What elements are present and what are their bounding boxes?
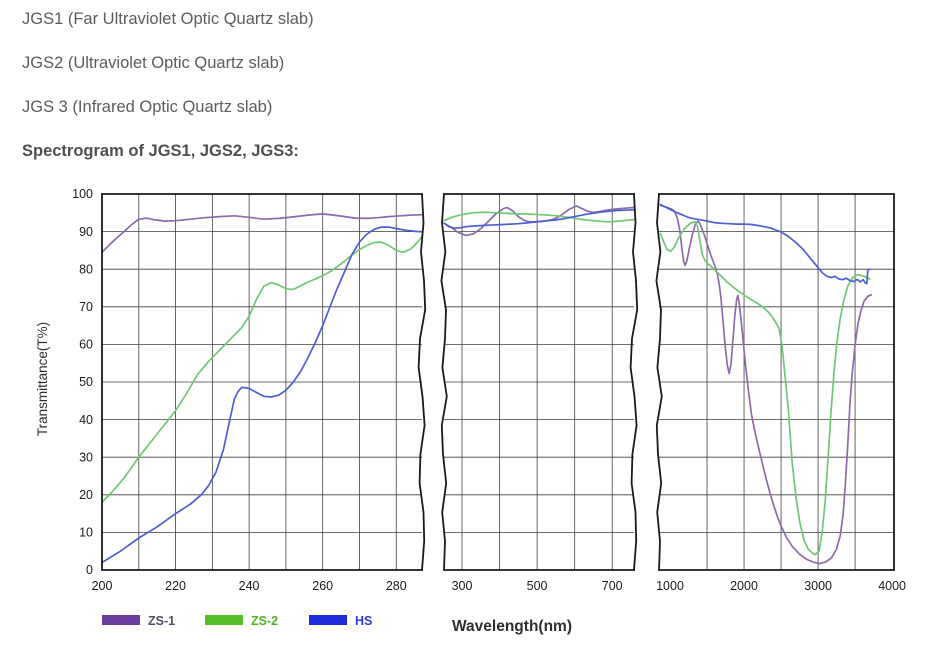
spectrogram-heading: Spectrogram of JGS1, JGS2, JGS3: bbox=[22, 142, 299, 160]
panel-grid bbox=[444, 194, 634, 570]
axis-break-left-edge bbox=[655, 193, 663, 571]
x-axis-tick-label: 220 bbox=[165, 579, 186, 593]
x-axis-tick-label: 700 bbox=[602, 579, 623, 593]
y-axis-tick-label: 10 bbox=[79, 526, 93, 540]
series-line-hs bbox=[659, 203, 871, 285]
spectrogram-figure: 200 220 240 260 280 300 500 700 1000 2000 3000 4000… bbox=[22, 174, 952, 648]
panel-2: 300 500 700 bbox=[440, 193, 639, 593]
x-axis-tick-label: 4000 bbox=[878, 579, 906, 593]
axis-break-left-edge bbox=[440, 193, 448, 571]
legend-swatch-zs-1 bbox=[102, 615, 140, 625]
y-axis-tick-label: 20 bbox=[79, 488, 93, 502]
y-axis-tick-label: 0 bbox=[86, 563, 93, 577]
y-axis-tick-label: 40 bbox=[79, 413, 93, 427]
legend-label-hs: HS bbox=[355, 614, 372, 628]
x-axis-tick-label: 200 bbox=[92, 579, 113, 593]
series-line-zs-1 bbox=[659, 204, 873, 565]
panel-border bbox=[101, 193, 427, 571]
x-axis-tick-label: 280 bbox=[386, 579, 407, 593]
x-axis-tick-label: 300 bbox=[452, 579, 473, 593]
x-axis-tick-label: 3000 bbox=[804, 579, 832, 593]
series-line-hs bbox=[101, 226, 423, 564]
y-axis-title: Transmittance(T%) bbox=[35, 322, 50, 436]
series-line-zs-2 bbox=[659, 220, 871, 556]
x-axis-tick-label: 1000 bbox=[656, 579, 684, 593]
axis-break-right-edge bbox=[417, 193, 427, 571]
panel-border bbox=[440, 193, 639, 571]
series-line-zs-2 bbox=[101, 234, 423, 504]
y-axis-tick-label: 30 bbox=[79, 450, 93, 464]
y-axis-tick-label: 80 bbox=[79, 262, 93, 276]
legend-label-zs-2: ZS-2 bbox=[251, 614, 278, 628]
series-line-hs bbox=[443, 208, 635, 230]
series-line-zs-2 bbox=[443, 211, 635, 223]
product-title-jgs1: JGS1 (Far Ultraviolet Optic Quartz slab) bbox=[22, 10, 314, 28]
x-axis-tick-label: 260 bbox=[312, 579, 333, 593]
legend-label-zs-1: ZS-1 bbox=[148, 614, 175, 628]
legend: ZS-1 ZS-2 HS bbox=[102, 614, 372, 628]
legend-swatch-zs-2 bbox=[205, 615, 243, 625]
axis-break-right-edge bbox=[629, 193, 639, 571]
y-axis-tick-label: 100 bbox=[72, 187, 93, 201]
x-axis-tick-label: 240 bbox=[239, 579, 260, 593]
panel-grid bbox=[102, 194, 422, 570]
series-line-zs-1 bbox=[443, 205, 635, 237]
spectrogram-chart: 200 220 240 260 280 300 500 700 1000 2000 3000 4000… bbox=[35, 187, 906, 635]
y-axis-tick-label: 90 bbox=[79, 225, 93, 239]
y-axis-tick-label: 50 bbox=[79, 375, 93, 389]
panel-3: 1000 2000 3000 4000 bbox=[655, 193, 906, 593]
legend-swatch-hs bbox=[309, 615, 347, 625]
y-axis-tick-label: 60 bbox=[79, 338, 93, 352]
x-axis-title: Wavelength(nm) bbox=[452, 618, 572, 635]
panel-border bbox=[655, 193, 895, 571]
product-title-jgs2: JGS2 (Ultraviolet Optic Quartz slab) bbox=[22, 54, 285, 72]
panel-1: 200 220 240 260 280 bbox=[92, 193, 427, 593]
product-title-jgs3: JGS 3 (Infrared Optic Quartz slab) bbox=[22, 98, 273, 116]
y-axis-tick-label: 70 bbox=[79, 300, 93, 314]
x-axis-tick-label: 2000 bbox=[730, 579, 758, 593]
y-axis: 0 10 20 30 40 50 60 70 80 90 100 bbox=[72, 187, 93, 577]
x-axis-tick-label: 500 bbox=[527, 579, 548, 593]
series-line-zs-1 bbox=[101, 213, 423, 254]
